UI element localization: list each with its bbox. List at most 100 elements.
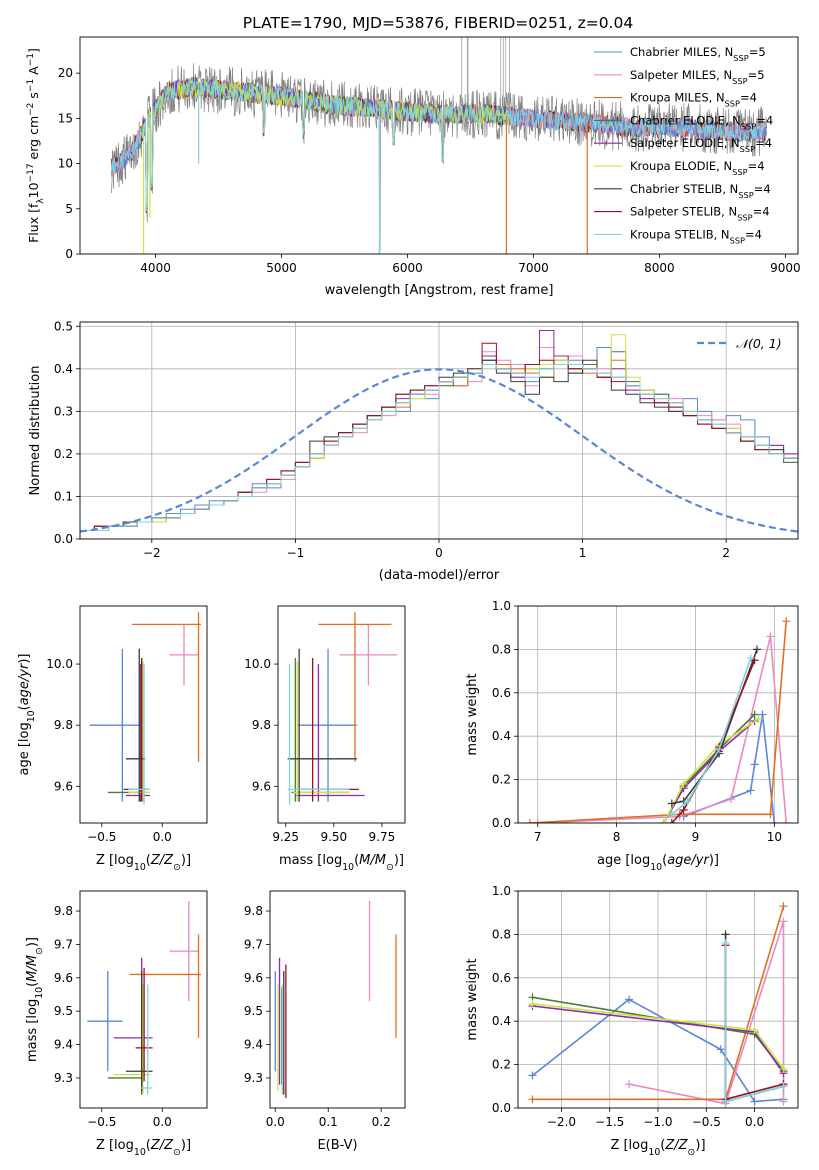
weight-marker-salpeter_miles [533,819,542,823]
z_mass-ytick-label: 9.4 [54,1038,73,1052]
weight-marker-kroupa_miles [779,902,788,911]
legend-label-kroupa_miles: Kroupa MILES, NSSP=4 [630,91,757,109]
weight-marker-salpeter_miles [726,795,735,804]
weight-marker-salpeter_stelib [667,819,676,823]
ebv-mass-xlabel: E(B-V) [317,1138,357,1153]
weight-marker-kroupa_elodie [659,819,668,823]
weight-marker-chabrier_miles [770,819,779,823]
histogram-kroupa_stelib [80,364,798,531]
residuals-ytick-label: 0.4 [54,362,73,376]
z_weight-xtick-label: −2.0 [547,1115,576,1129]
z_age-xtick-label: −0.5 [87,830,116,844]
ebv_mass-ytick-label: 9.5 [244,1004,263,1018]
ebv_mass-plot-area [274,901,397,1098]
spectrum-xtick-label: 5000 [266,261,297,275]
residuals-xtick-label: −2 [143,546,161,560]
weight-marker-kroupa_elodie [754,714,763,723]
ebv_mass-ytick-label: 9.7 [244,937,263,951]
spectrum-xtick-label: 8000 [644,261,675,275]
z-age-ylabel: age [log10(age/yr)] [17,653,37,775]
spectrum-axes: 4000 5000 6000 7000 8000 9000 0 5 10 15 20 waveleng… [26,36,801,298]
weight-marker-chabrier_miles [750,1097,759,1106]
weight-marker-chabrier_stelib [667,799,676,808]
z_weight-ytick-label: 0.4 [492,1014,511,1028]
age-weight-xlabel: age [log10(age/yr)] [597,853,719,873]
weight-marker-salpeter_miles [625,1080,634,1089]
mass_age-ytick-label: 9.6 [252,779,271,793]
residuals-frame [79,321,799,540]
z_weight-plot-area [518,891,798,1108]
z_age-frame [79,605,208,824]
spectrum-xtick-label: 4000 [140,261,171,275]
age_weight-ytick-label: 1.0 [492,599,511,613]
mass_age-plot-area [287,612,398,805]
z_weight-ytick-label: 0.8 [492,927,511,941]
residuals-ytick-label: 0.3 [54,404,73,418]
residuals-xtick-label: 2 [722,546,730,560]
weight-line-salpeter_elodie [663,720,756,823]
z_weight-ytick-label: 0.2 [492,1058,511,1072]
z_age-ytick-label: 10.0 [46,657,73,671]
age_weight-ytick-label: 0.6 [492,686,511,700]
z_age-plot-area [89,612,201,805]
weight-line-kroupa_miles [529,621,787,823]
z_age-ytick-label: 9.8 [54,718,73,732]
residual-ylabel: Normed distribution [28,366,43,496]
age_weight-ytick-label: 0.8 [492,642,511,656]
weight-marker-kroupa_miles [525,819,534,823]
z_age-xtick-label: 0.0 [153,830,172,844]
weight-marker-kroupa_stelib [667,810,676,819]
residuals-ytick-label: 0.0 [54,532,73,546]
weight-marker-kroupa_elodie [750,1025,759,1034]
weight-marker-kroupa_miles [766,810,775,819]
spectrum-plot-area [111,37,767,254]
age_weight-ytick-label: 0.4 [492,729,511,743]
weight-marker-salpeter_miles [782,819,791,823]
z_weight-ytick-label: 0.0 [492,1101,511,1115]
residuals-ytick-label: 0.5 [54,319,73,333]
spectrum-xtick-label: 7000 [518,261,549,275]
weight-marker-kroupa_stelib [779,1082,788,1091]
ebv_mass-ytick-label: 9.4 [244,1038,263,1052]
legend-label-chabrier_miles: Chabrier MILES, NSSP=5 [630,45,766,63]
age-weight-ylabel: mass weight [465,673,480,755]
z-mass-xlabel: Z [log10(Z/Z⊙)] [96,1138,191,1158]
legend-label-kroupa_stelib: Kroupa STELIB, NSSP=4 [630,227,762,245]
weight-marker-kroupa_stelib [746,654,755,663]
z-age-xlabel: Z [log10(Z/Z⊙)] [96,853,191,873]
ebv_mass-frame [269,890,406,1109]
legend-label-salpeter_stelib: Salpeter STELIB, NSSP=4 [630,205,770,223]
z_age-axes: −0.5 0.0 9.6 9.8 10.0 Z [log10(Z/Z⊙)] age [log… [17,605,208,873]
z_weight-frame [517,890,799,1109]
weight-marker-chabrier_stelib [721,930,730,939]
spectrum-frame [79,36,799,255]
mass_age-ytick-label: 10.0 [244,657,271,671]
mass_age-xtick-label: 9.25 [272,830,299,844]
z_weight-xtick-label: −1.5 [595,1115,624,1129]
residuals-plot-area [80,322,798,539]
weight-marker-kroupa_stelib [683,797,692,806]
weight-marker-kroupa_elodie [779,1064,788,1073]
residuals-xtick-label: 0 [435,546,443,560]
weight-marker-chabrier_miles [528,1071,537,1080]
weight-marker-kroupa_miles [782,617,791,626]
mass_age-ytick-label: 9.8 [252,718,271,732]
model-spectrum-chabrier_miles [111,76,767,210]
age_weight-xtick-label: 9 [692,830,700,844]
weight-line-salpeter_miles [628,921,785,1105]
residuals-ytick-label: 0.1 [54,489,73,503]
weight-marker-chabrier_miles [625,995,634,1004]
z_age-ytick-label: 9.6 [54,779,73,793]
residuals-xtick-label: 1 [579,546,587,560]
weight-marker-salpeter_miles [779,917,788,926]
z_weight-axes: −2.0 −1.5 −1.0 −0.5 0.0 0.0 0.2 0.4 0.6 0.8 1.0 Z [… [465,884,799,1158]
mass_age-xtick-label: 9.75 [369,830,396,844]
weight-marker-kroupa_stelib [721,1097,730,1106]
model-spectrum-kroupa_stelib [111,77,767,213]
spectrum-xtick-label: 6000 [392,261,423,275]
chart-layer: 4000 5000 6000 7000 8000 900005101520waveleng… [17,36,801,1158]
z-weight-ylabel: mass weight [465,958,480,1040]
z_mass-ytick-label: 9.7 [54,937,73,951]
weight-line-kroupa_stelib [671,657,752,815]
age_weight-xtick-label: 7 [534,830,542,844]
